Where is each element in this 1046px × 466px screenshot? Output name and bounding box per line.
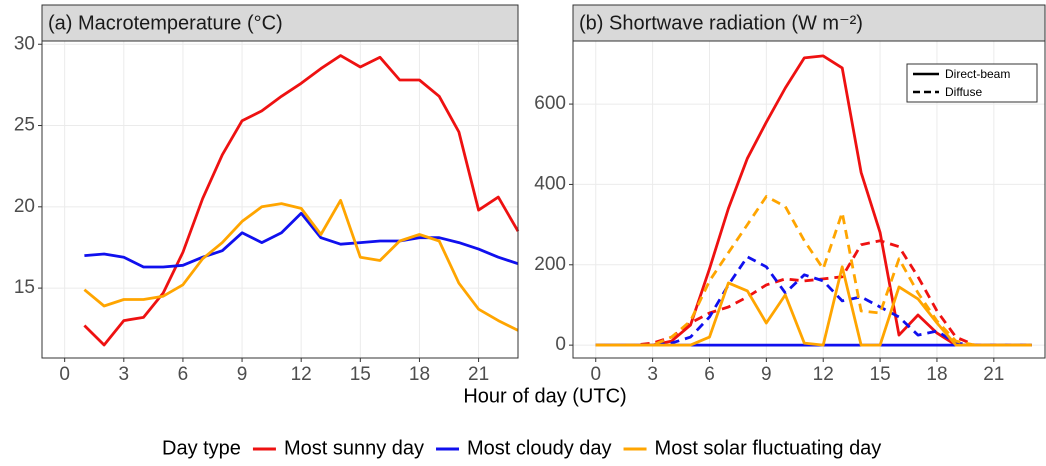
series-line [595,265,1032,347]
x-tick-label: 0 [590,364,601,385]
plot-bg [42,41,518,358]
x-tick-label: 15 [870,364,891,385]
series-line [83,54,520,347]
legend-label: Most cloudy day [467,437,612,459]
x-tick-label: 0 [59,364,70,385]
x-tick-label: 21 [983,364,1004,385]
legend: Day type Most sunny day Most cloudy day Mos… [162,437,881,459]
x-tick-label: 18 [409,364,430,385]
legend-title: Day type [162,437,241,459]
panel-title: (b) Shortwave radiation (W m⁻²) [579,12,863,34]
x-tick-label: 9 [237,364,248,385]
x-tick-label: 3 [647,364,658,385]
legend-label: Most sunny day [284,437,424,459]
y-tick-label: 0 [555,334,566,355]
y-tick-label: 20 [14,196,35,217]
x-tick-label: 3 [119,364,130,385]
series-line [595,255,1032,347]
x-tick-label: 12 [291,364,312,385]
strip [572,4,1046,42]
legend-label: Most solar fluctuating day [655,437,882,459]
y-tick-label: 200 [534,254,566,275]
x-tick-label: 12 [813,364,834,385]
linetype-label: Diffuse [945,85,982,99]
y-tick-label: 15 [14,277,35,298]
series-line [595,195,1032,347]
y-tick-label: 400 [534,173,566,194]
x-tick-label: 6 [704,364,715,385]
x-tick-label: 21 [468,364,489,385]
x-tick-label: 15 [350,364,371,385]
y-tick-label: 25 [14,115,35,136]
linetype-legend-box [906,63,1038,103]
y-tick-label: 600 [534,93,566,114]
series-line [83,198,519,332]
strip [41,4,519,42]
plot-border [41,40,519,359]
series-line [84,211,519,269]
x-axis-label: Hour of day (UTC) [463,385,626,407]
panel-title: (a) Macrotemperature (°C) [48,12,283,34]
linetype-label: Direct-beam [945,67,1010,81]
y-tick-label: 30 [14,33,35,54]
x-tick-label: 6 [178,364,189,385]
x-tick-label: 9 [761,364,772,385]
x-tick-label: 18 [926,364,947,385]
plot-border [572,40,1046,359]
